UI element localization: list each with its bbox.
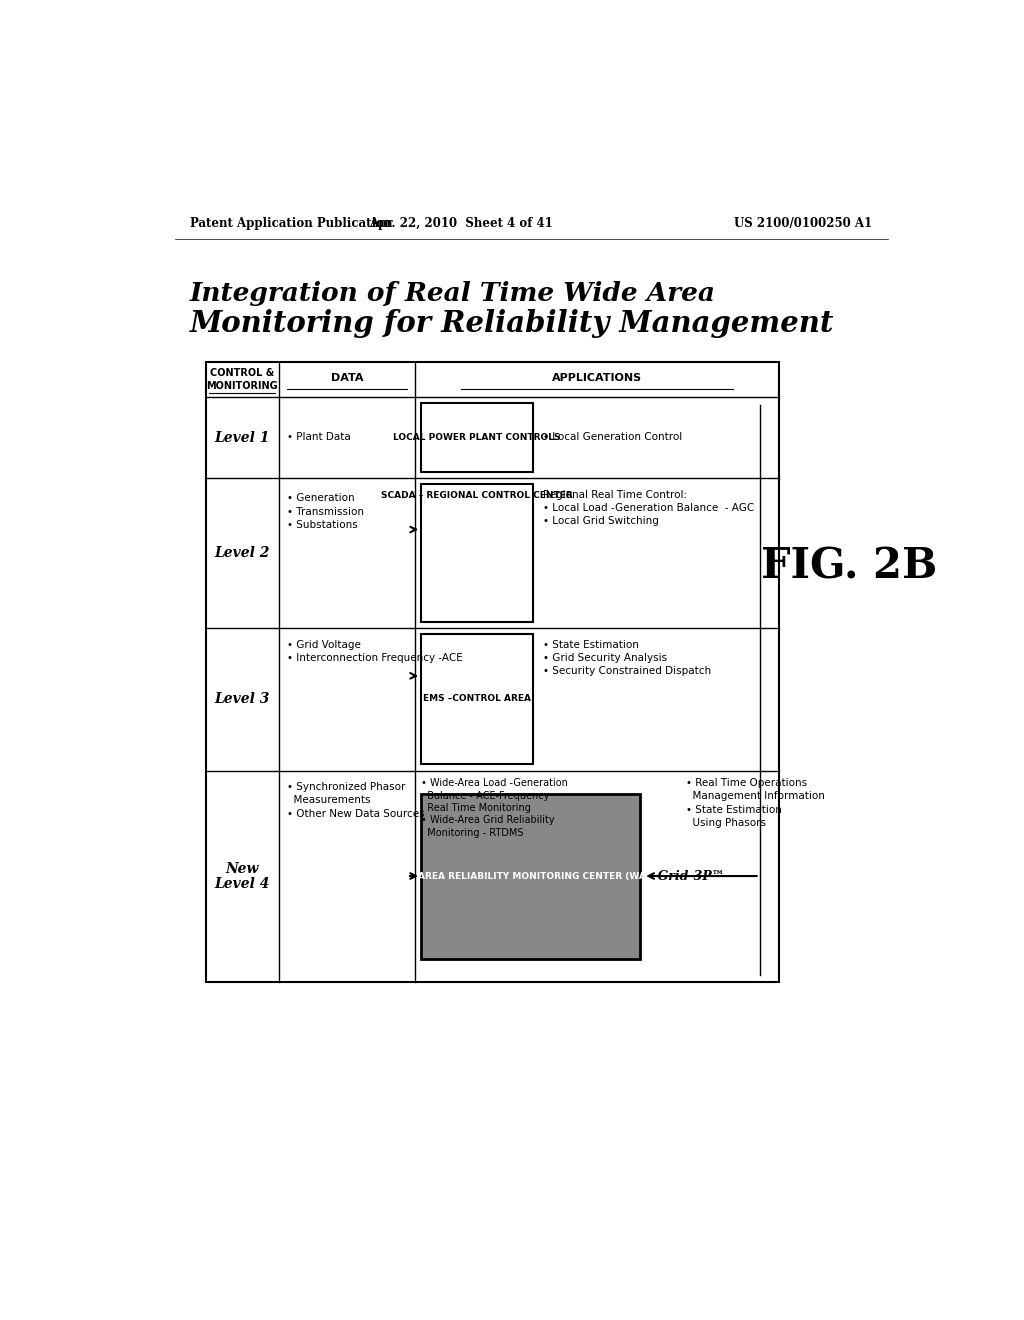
Text: Level 1: Level 1	[215, 430, 270, 445]
Text: • State Estimation
• Grid Security Analysis
• Security Constrained Dispatch: • State Estimation • Grid Security Analy…	[543, 640, 711, 676]
Text: EMS –CONTROL AREA: EMS –CONTROL AREA	[423, 694, 531, 704]
Text: • Local Generation Control: • Local Generation Control	[543, 432, 682, 442]
Text: Regional Real Time Control:: Regional Real Time Control:	[543, 490, 687, 499]
Text: WIDE AREA RELIABILITY MONITORING CENTER (WARMC): WIDE AREA RELIABILITY MONITORING CENTER …	[388, 871, 673, 880]
Bar	[206, 363, 779, 982]
Text: • Wide-Area Load -Generation
  Balance - ACE-Frequency
  Real Time Monitoring
• : • Wide-Area Load -Generation Balance - A…	[421, 779, 568, 838]
Text: DATA: DATA	[331, 372, 364, 383]
Text: Integration of Real Time Wide Area: Integration of Real Time Wide Area	[190, 281, 716, 306]
Text: Level 2: Level 2	[215, 546, 270, 560]
Text: • Synchronized Phasor
  Measurements
• Other New Data Sources: • Synchronized Phasor Measurements • Oth…	[287, 781, 425, 818]
Text: LOCAL POWER PLANT CONTROLS: LOCAL POWER PLANT CONTROLS	[393, 433, 561, 442]
Text: APPLICATIONS: APPLICATIONS	[552, 372, 642, 383]
Text: New: New	[225, 862, 259, 875]
Text: • Grid Voltage
• Interconnection Frequency -ACE: • Grid Voltage • Interconnection Frequen…	[287, 640, 463, 663]
Text: • Plant Data: • Plant Data	[287, 432, 350, 442]
Bar	[421, 404, 534, 471]
Text: • Generation
• Transmission
• Substations: • Generation • Transmission • Substation…	[287, 494, 364, 529]
Text: Patent Application Publication: Patent Application Publication	[190, 218, 392, 231]
Text: SCADA – REGIONAL CONTROL CENTER: SCADA – REGIONAL CONTROL CENTER	[381, 491, 573, 500]
Text: • Real Time Operations
  Management Information
• State Estimation
  Using Phaso: • Real Time Operations Management Inform…	[686, 779, 825, 828]
Bar	[421, 484, 534, 622]
Text: FIG. 2B: FIG. 2B	[761, 545, 937, 587]
Text: Monitoring for Reliability Management: Monitoring for Reliability Management	[190, 309, 835, 338]
Bar	[421, 793, 640, 960]
Text: MONITORING: MONITORING	[207, 380, 279, 391]
Text: • Local Load -Generation Balance  - AGC
• Local Grid Switching: • Local Load -Generation Balance - AGC •…	[543, 503, 754, 525]
Text: Level 4: Level 4	[215, 876, 270, 891]
Text: CONTROL &: CONTROL &	[210, 368, 274, 379]
Text: Level 3: Level 3	[215, 692, 270, 706]
Text: – Grid-3P™: – Grid-3P™	[647, 870, 725, 883]
Text: US 2100/0100250 A1: US 2100/0100250 A1	[734, 218, 872, 231]
Bar	[421, 635, 534, 764]
Text: Apr. 22, 2010  Sheet 4 of 41: Apr. 22, 2010 Sheet 4 of 41	[370, 218, 553, 231]
